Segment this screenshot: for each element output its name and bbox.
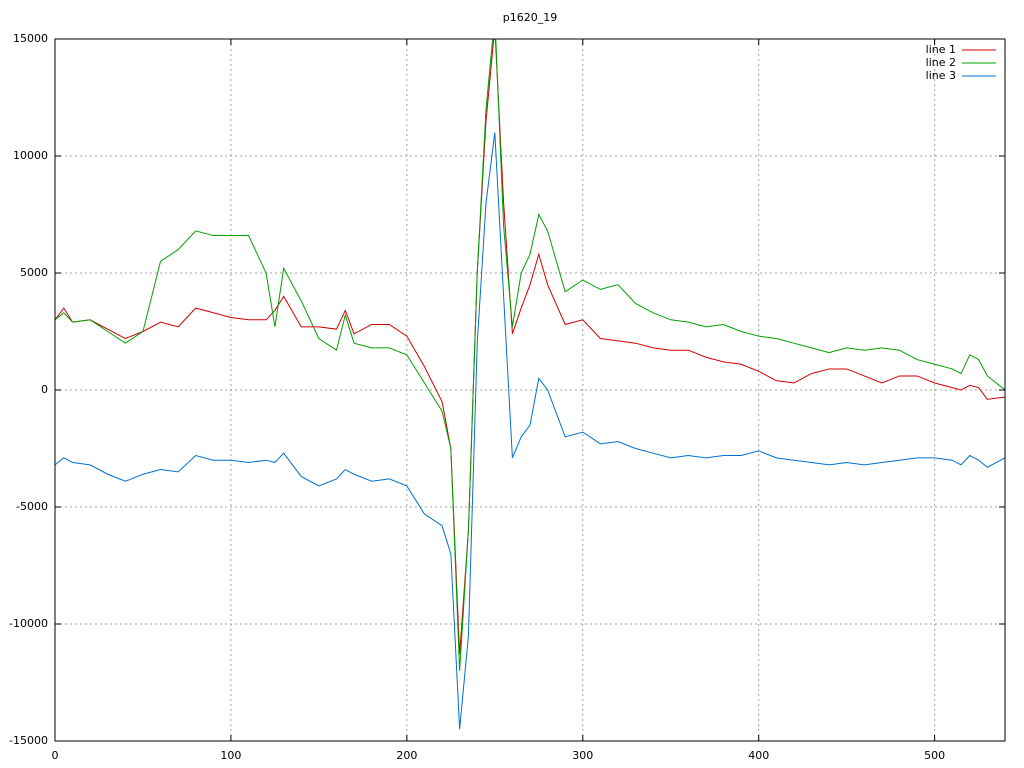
chart-title: p1620_19	[503, 11, 557, 24]
x-tick-label: 500	[924, 749, 945, 762]
x-tick-label: 100	[220, 749, 241, 762]
data-line	[55, 39, 1005, 671]
y-tick-label: -5000	[16, 500, 48, 513]
legend-label: line 2	[926, 56, 956, 69]
data-line	[55, 39, 1005, 655]
x-tick-label: 200	[396, 749, 417, 762]
grid	[54, 38, 1005, 742]
y-tick-label: -10000	[9, 617, 48, 630]
y-tick-label: 15000	[13, 32, 48, 45]
plot-area	[55, 39, 1005, 730]
data-line	[55, 132, 1005, 730]
legend-label: line 3	[926, 69, 956, 82]
y-tick-label: 10000	[13, 149, 48, 162]
x-tick-label: 0	[52, 749, 59, 762]
x-tick-label: 300	[572, 749, 593, 762]
y-tick-label: 5000	[20, 266, 48, 279]
x-tick-label: 400	[748, 749, 769, 762]
legend-label: line 1	[926, 43, 956, 56]
y-tick-label: 0	[41, 383, 48, 396]
y-tick-label: -15000	[9, 734, 48, 747]
